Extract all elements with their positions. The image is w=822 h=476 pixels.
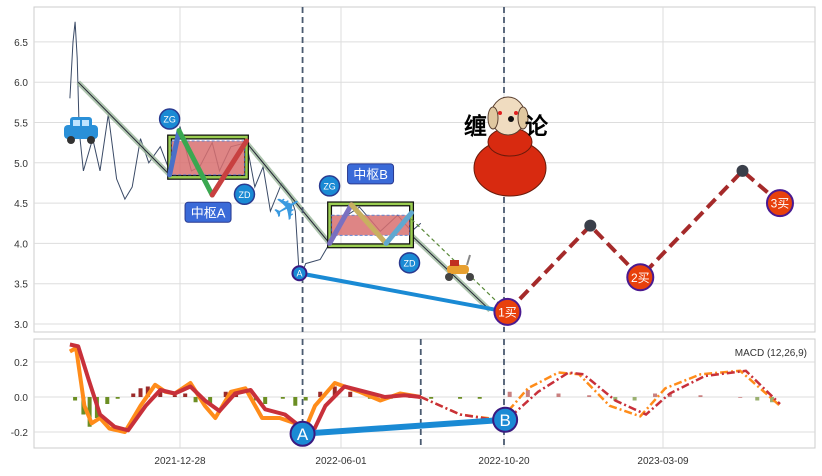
macd-histogram-bar (667, 393, 672, 397)
macd-histogram-bar (115, 397, 120, 399)
macd-ytick: 0.0 (14, 393, 28, 404)
zhongshu-stroke (167, 128, 182, 178)
macd-histogram-bar (208, 397, 213, 404)
macd-divergence-line (302, 416, 506, 437)
macd-ytick: 0.2 (14, 358, 28, 369)
zhongshu-label: 中枢A (191, 205, 226, 220)
scooter-icon (445, 254, 474, 281)
buy-point-marker (765, 189, 794, 218)
xtick: 2022-10-20 (478, 456, 530, 467)
zhongshu-box (168, 135, 248, 179)
zd-label: ZD (404, 258, 416, 268)
price-ytick: 4.0 (14, 239, 28, 250)
monk-logo: 缠 论 (464, 96, 549, 197)
zhongshu-label-box (347, 163, 395, 185)
zg-label: ZG (323, 181, 336, 191)
zd-marker (233, 183, 256, 206)
macd-histogram-bar (507, 391, 512, 397)
price-ytick: 5.5 (14, 119, 28, 130)
price-ytick: 5.0 (14, 159, 28, 170)
divergence-marker-a (291, 265, 308, 282)
macd-histogram-bar (145, 386, 150, 397)
macd-histogram-bar (458, 397, 463, 399)
price-ytick: 6.5 (14, 38, 28, 49)
zg-label: ZG (163, 115, 176, 125)
zd-marker (398, 252, 421, 274)
macd-ytick: -0.2 (11, 428, 29, 439)
dea-line (69, 342, 422, 443)
price-ytick: 3.0 (14, 320, 28, 331)
zhongshu-core (171, 140, 245, 176)
zhongshu-stroke (383, 210, 414, 246)
trend-segment-core (246, 142, 330, 244)
macd-divergence-marker (289, 420, 316, 447)
xtick: 2023-03-09 (637, 456, 689, 467)
macd-histogram-bar (183, 393, 188, 397)
zg-marker (318, 175, 341, 197)
macd-histogram-bar (429, 397, 434, 399)
zhongshu-stroke (348, 202, 389, 246)
logo-char-lun: 论 (525, 113, 549, 139)
macd-histogram-bar (73, 397, 78, 401)
zhongshu-label: 中枢B (353, 167, 388, 182)
macd-divergence-label: B (499, 411, 510, 430)
macd-histogram-bar (348, 391, 353, 397)
macd-histogram-bar (280, 397, 285, 399)
macd-histogram-bar (158, 391, 163, 397)
macd-panel-frame (33, 338, 816, 449)
price-divergence-line (299, 271, 508, 314)
price-ytick: 6.0 (14, 78, 28, 89)
macd-histogram-bar (193, 397, 198, 403)
dif-line (68, 346, 422, 438)
buy-point-marker (493, 297, 522, 326)
macd-histogram-bar (318, 391, 323, 397)
zhongshu-stroke (176, 128, 215, 198)
buy-point-label: 2买 (631, 271, 650, 285)
price-ytick: 4.5 (14, 199, 28, 210)
zhongshu-box (328, 202, 413, 248)
trend-segment-core (77, 81, 170, 176)
macd-histogram-bar (556, 393, 561, 397)
macd-histogram-bar (263, 397, 268, 404)
macd-histogram-bar (613, 397, 618, 401)
macd-histogram-bar (653, 393, 658, 397)
macd-histogram-bar (477, 397, 482, 399)
macd-histogram-bar (738, 397, 743, 398)
buy-point-label: 1买 (498, 305, 517, 319)
macd-histogram-bar (303, 397, 308, 401)
projection-pivot (584, 219, 597, 232)
macd-histogram-bar (172, 395, 177, 397)
buy-point-label: 3买 (771, 197, 790, 211)
price-ytick: 3.5 (14, 280, 28, 291)
macd-histogram-bar (138, 388, 143, 397)
zd-label: ZD (238, 190, 250, 200)
xtick: 2021-12-28 (154, 456, 206, 467)
macd-histogram-bar (755, 397, 760, 401)
macd-title: MACD (12,26,9) (735, 348, 807, 359)
xtick: 2022-06-01 (315, 456, 367, 467)
projection-pivot (736, 164, 749, 177)
zhongshu-stroke (209, 138, 249, 198)
macd-divergence-marker (492, 406, 519, 433)
divergence-label-a: A (296, 269, 302, 279)
zhongshu-stroke (327, 202, 354, 246)
car-icon (64, 117, 98, 144)
zg-marker (158, 108, 181, 130)
macd-histogram-bar (632, 397, 637, 401)
macd-histogram-bar (587, 395, 592, 397)
buy-point-marker (626, 263, 655, 292)
macd-histogram-bar (332, 386, 337, 397)
zhongshu-label-box (184, 201, 232, 223)
macd-histogram-bar (525, 390, 530, 397)
macd-histogram-bar (698, 395, 703, 397)
macd-histogram-bar (223, 391, 228, 397)
macd-histogram-bar (105, 397, 110, 404)
macd-histogram-bar (87, 397, 92, 427)
macd-histogram-bar (131, 393, 136, 397)
macd-histogram-bar (770, 397, 775, 403)
logo-char-chan: 缠 (464, 113, 487, 139)
macd-divergence-label: A (297, 425, 309, 444)
macd-histogram-bar (293, 397, 298, 406)
